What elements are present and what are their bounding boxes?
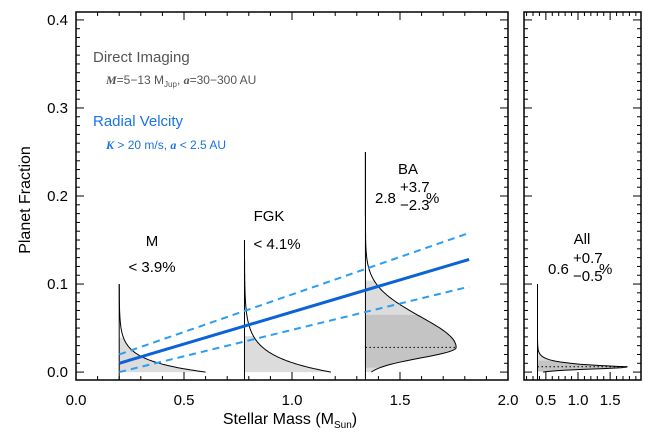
x-tick-label: 2.0 <box>498 392 519 409</box>
value-m: < 3.9% <box>128 259 175 276</box>
svg-text:−0.5: −0.5 <box>573 268 603 285</box>
posterior-interval-all <box>537 360 628 372</box>
svg-text:0.6: 0.6 <box>548 261 569 278</box>
legend-radial-velocity-title: Radial Velcity <box>93 113 184 130</box>
x-tick-label: 0.5 <box>174 392 195 409</box>
y-tick-label: 0.4 <box>47 12 68 29</box>
x-tick-label: 1.0 <box>568 392 589 409</box>
fit-line <box>118 257 470 365</box>
x-tick-label: 0.0 <box>66 392 87 409</box>
y-tick-label: 0.0 <box>47 364 68 381</box>
x-tick-label: 0.5 <box>535 392 556 409</box>
svg-text:+3.7: +3.7 <box>400 179 430 196</box>
posterior-curve-all <box>537 284 628 373</box>
y-tick-label: 0.2 <box>47 188 68 205</box>
label-all: All <box>574 231 591 248</box>
fit-lower-bound <box>118 285 470 374</box>
y-tick-label: 0.3 <box>47 100 68 117</box>
svg-text:2.8: 2.8 <box>375 190 396 207</box>
legend-direct-imaging-detail: M=5−13 MJup, a=30−300 AU <box>105 73 256 89</box>
plot-frame-all <box>523 11 642 381</box>
svg-text:%: % <box>426 190 439 207</box>
svg-text:+0.7: +0.7 <box>573 250 603 267</box>
x-tick-label: 1.5 <box>600 392 621 409</box>
label-m: M <box>146 233 159 250</box>
y-axis-label: Planet Fraction <box>17 146 34 254</box>
legend-radial-velocity-detail: K > 20 m/s, a < 2.5 AU <box>105 138 226 152</box>
fit-upper-bound <box>118 232 470 356</box>
value-ba: 2.8 +3.7 −2.3 % <box>375 179 439 214</box>
label-ba: BA <box>398 161 418 178</box>
x-tick-label: 1.0 <box>282 392 303 409</box>
svg-text:−2.3: −2.3 <box>400 197 430 214</box>
y-tick-label: 0.1 <box>47 276 68 293</box>
value-all: 0.6 +0.7 −0.5 % <box>548 250 612 285</box>
svg-text:%: % <box>599 261 612 278</box>
legend-direct-imaging-title: Direct Imaging <box>93 49 190 66</box>
plot-frame-main <box>75 11 509 381</box>
label-fgk: FGK <box>254 208 285 225</box>
x-tick-label: 1.5 <box>390 392 411 409</box>
x-axis-label: Stellar Mass (MSun) <box>223 411 357 431</box>
value-fgk: < 4.1% <box>253 236 300 253</box>
